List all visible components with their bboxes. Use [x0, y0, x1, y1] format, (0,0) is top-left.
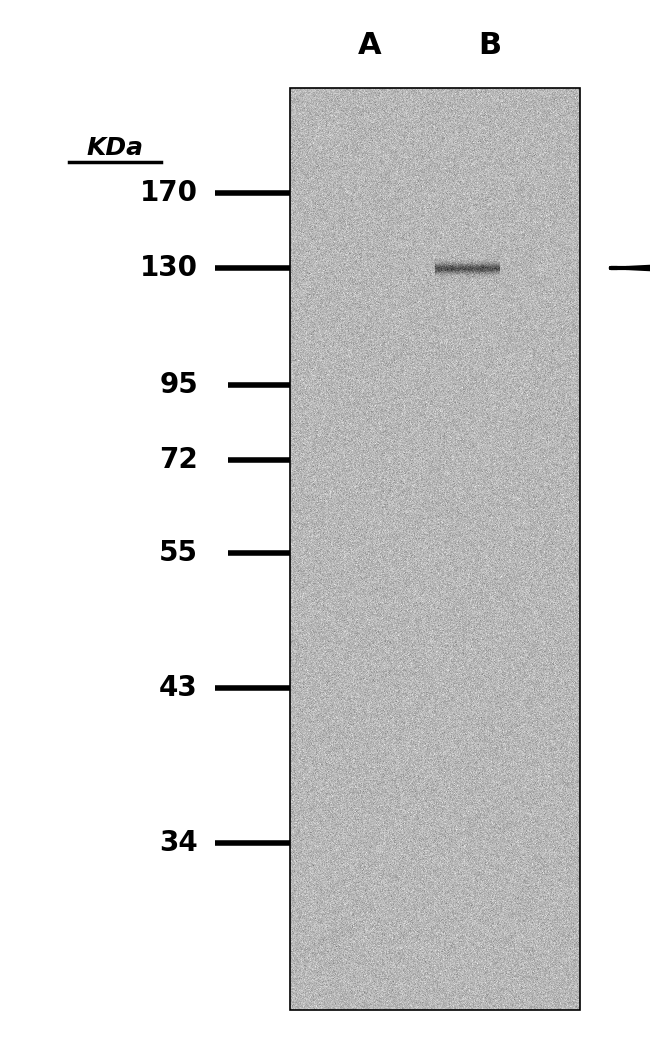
Bar — [290, 88, 580, 1010]
Text: 72: 72 — [159, 446, 198, 474]
Text: 55: 55 — [159, 539, 198, 567]
Text: 170: 170 — [140, 179, 198, 207]
Text: KDa: KDa — [86, 136, 144, 160]
Text: 130: 130 — [140, 254, 198, 282]
Text: 95: 95 — [159, 371, 198, 399]
Text: 43: 43 — [159, 674, 198, 702]
Text: B: B — [478, 31, 502, 59]
Text: A: A — [358, 31, 382, 59]
Text: 34: 34 — [159, 829, 198, 857]
